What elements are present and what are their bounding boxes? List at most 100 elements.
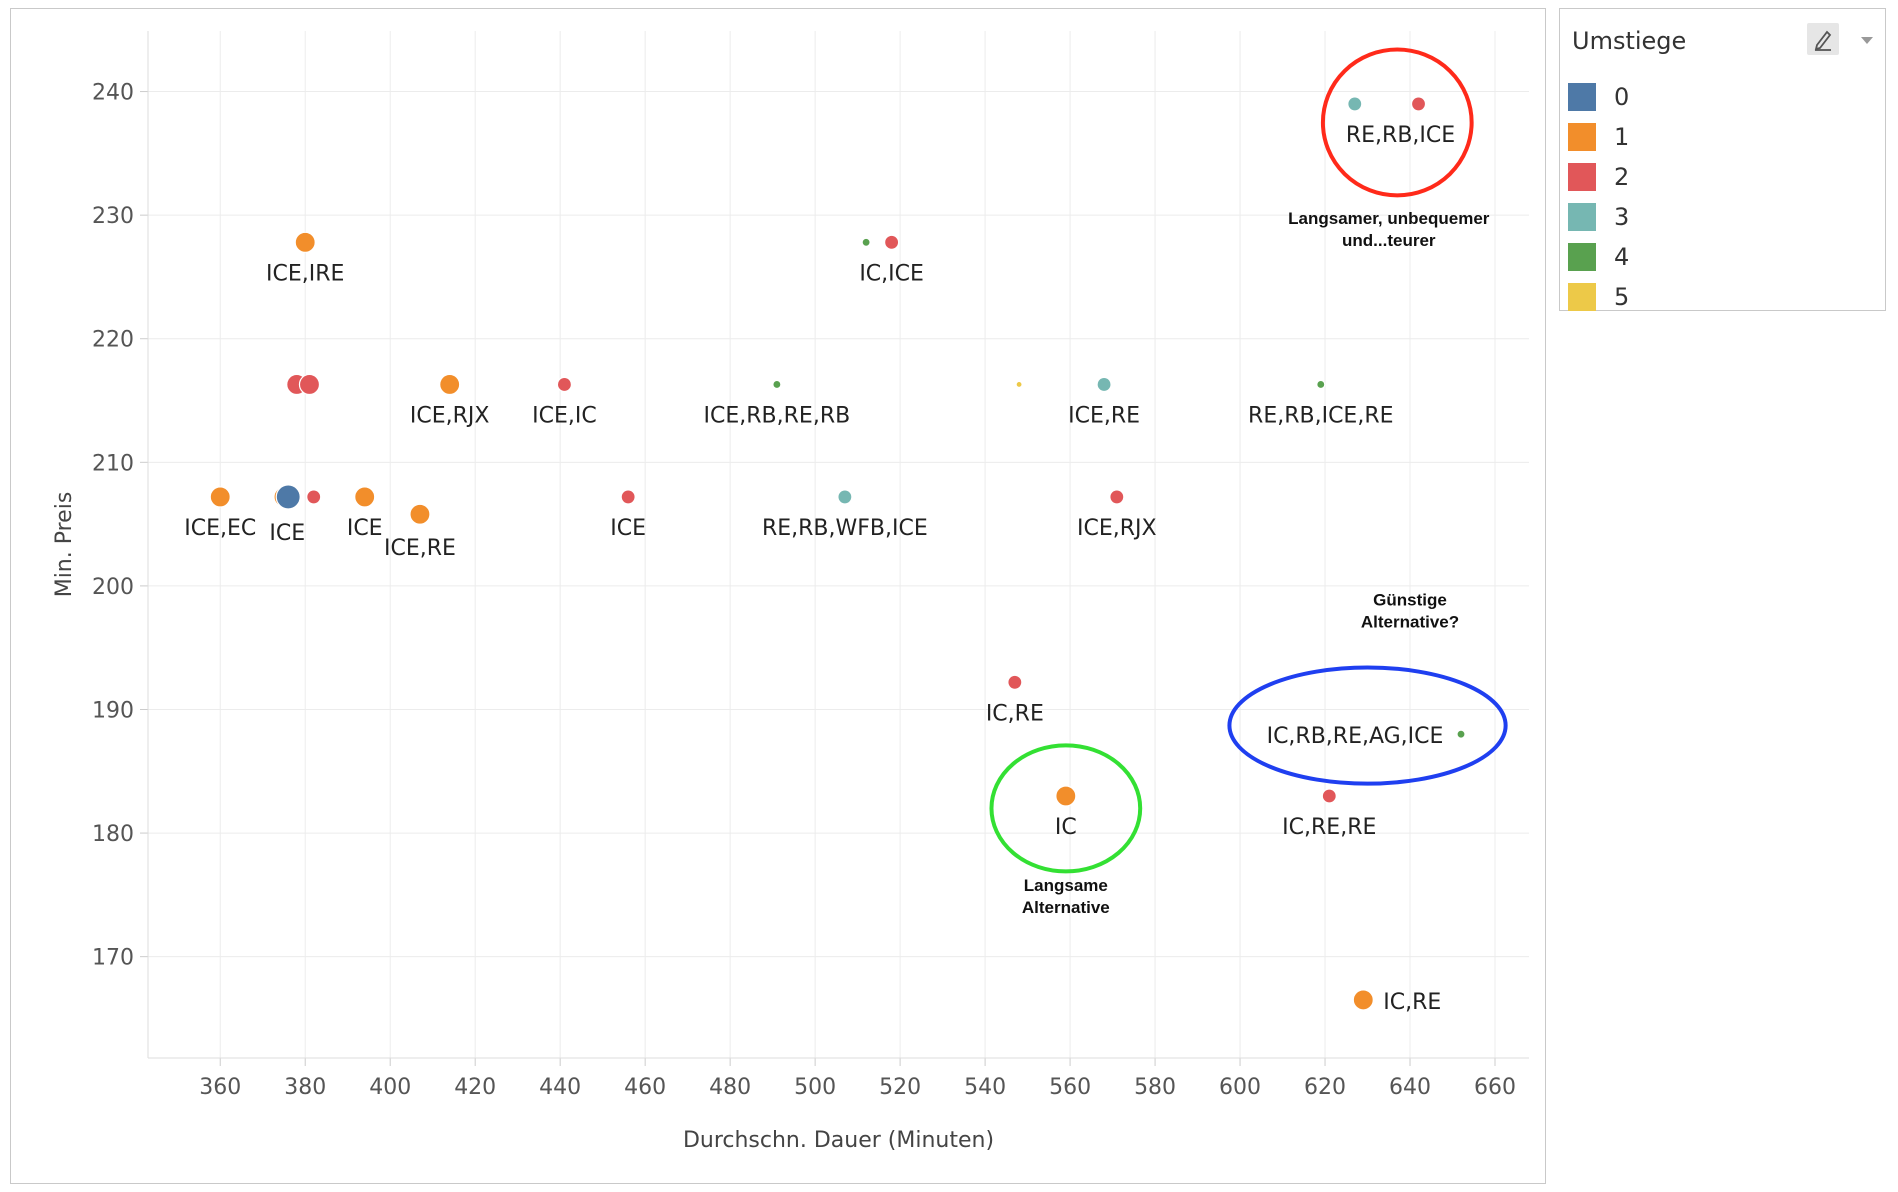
point-label: ICE — [347, 516, 383, 541]
data-point[interactable] — [1456, 729, 1466, 739]
x-tick-label: 360 — [199, 1075, 241, 1100]
data-point[interactable] — [1007, 674, 1023, 690]
legend-swatch — [1568, 83, 1596, 111]
x-tick-label: 580 — [1134, 1075, 1176, 1100]
point-label: RE,RB,WFB,ICE — [762, 516, 928, 541]
data-point[interactable] — [1321, 788, 1337, 804]
data-point[interactable] — [1316, 379, 1326, 390]
x-tick-label: 600 — [1219, 1075, 1261, 1100]
data-point[interactable] — [861, 237, 871, 247]
x-tick-label: 640 — [1389, 1075, 1431, 1100]
legend-swatch — [1568, 163, 1596, 191]
point-label: IC,ICE — [859, 261, 924, 286]
legend-item-0[interactable]: 0 — [1568, 80, 1868, 112]
legend-item-5[interactable]: 5 — [1568, 280, 1868, 312]
point-label: IC,RE — [986, 701, 1044, 726]
x-tick-label: 440 — [539, 1075, 581, 1100]
point-label: IC,RE,RE — [1282, 815, 1376, 840]
point-label: IC,RE — [1383, 990, 1441, 1015]
y-tick-label: 210 — [92, 451, 134, 476]
legend-label: 5 — [1614, 283, 1630, 311]
annotation-text: Langsamer, unbequemer — [1288, 209, 1490, 228]
point-label: IC — [1055, 815, 1077, 840]
x-tick-label: 400 — [369, 1075, 411, 1100]
y-tick-label: 220 — [92, 328, 134, 353]
data-point[interactable] — [556, 376, 573, 393]
annotation-ellipse — [1320, 47, 1474, 198]
data-point[interactable] — [1015, 380, 1023, 389]
x-tick-label: 500 — [794, 1075, 836, 1100]
point-label: ICE — [269, 521, 305, 546]
legend-label: 3 — [1614, 203, 1630, 231]
data-point[interactable] — [884, 234, 900, 250]
x-tick-label: 420 — [454, 1075, 496, 1100]
legend-item-2[interactable]: 2 — [1568, 160, 1868, 192]
legend-swatch — [1568, 203, 1596, 231]
x-tick-label: 380 — [284, 1075, 326, 1100]
data-point[interactable] — [209, 486, 231, 508]
data-point[interactable] — [1096, 376, 1112, 393]
data-point[interactable] — [1055, 785, 1077, 807]
data-point[interactable] — [1352, 989, 1374, 1011]
legend-label: 0 — [1614, 83, 1630, 111]
point-label: ICE,IRE — [266, 261, 344, 286]
y-tick-label: 230 — [92, 204, 134, 229]
x-tick-label: 460 — [624, 1075, 666, 1100]
y-tick-label: 200 — [92, 575, 134, 600]
data-point[interactable] — [1347, 96, 1363, 112]
annotation-ellipse — [1227, 665, 1508, 786]
point-label: ICE,IC — [532, 403, 597, 428]
data-point[interactable] — [306, 489, 322, 505]
annotation-text: Günstige — [1373, 591, 1447, 610]
axes: 360 380 400 420 440 460 480 500 520 540 560 580 600 6… — [92, 31, 1529, 1100]
x-axis-title: Durchschn. Dauer (Minuten) — [683, 1128, 994, 1153]
annotation-text: und...teurer — [1342, 231, 1436, 250]
x-tick-label: 660 — [1474, 1075, 1516, 1100]
pencil-icon — [1814, 30, 1832, 51]
data-point[interactable] — [409, 503, 431, 525]
legend-item-4[interactable]: 4 — [1568, 240, 1868, 272]
data-point[interactable] — [837, 489, 853, 505]
point-label: RE,RB,ICE — [1346, 123, 1455, 148]
annotation-text: Alternative — [1022, 898, 1110, 917]
point-label: ICE,RE — [384, 536, 456, 561]
legend-item-3[interactable]: 3 — [1568, 200, 1868, 232]
legend-title: Umstiege — [1572, 27, 1687, 55]
scatter-plot[interactable]: 360 380 400 420 440 460 480 500 520 540 560 580 600 6… — [11, 9, 1547, 1185]
data-points — [209, 96, 1466, 1011]
annotation-text: Alternative? — [1361, 613, 1459, 632]
x-tick-label: 480 — [709, 1075, 751, 1100]
chevron-down-icon[interactable] — [1861, 37, 1873, 44]
data-point[interactable] — [298, 373, 321, 396]
x-tick-label: 520 — [879, 1075, 921, 1100]
x-tick-label: 560 — [1049, 1075, 1091, 1100]
data-point[interactable] — [620, 489, 636, 505]
point-label: ICE,RJX — [1077, 516, 1157, 541]
point-label: ICE,RJX — [410, 403, 490, 428]
point-label: ICE — [610, 516, 646, 541]
point-label: ICE,RE — [1068, 403, 1140, 428]
x-tick-label: 620 — [1304, 1075, 1346, 1100]
y-tick-label: 170 — [92, 946, 134, 971]
data-point[interactable] — [439, 373, 461, 396]
legend-label: 4 — [1614, 243, 1630, 271]
legend-edit-button[interactable] — [1807, 23, 1839, 55]
y-tick-label: 180 — [92, 822, 134, 847]
legend-label: 2 — [1614, 163, 1630, 191]
y-axis-title: Min. Preis — [52, 492, 77, 598]
y-tick-label: 190 — [92, 698, 134, 723]
annotation-text: Langsame — [1024, 876, 1108, 895]
data-point[interactable] — [294, 231, 316, 253]
point-label: IC,RB,RE,AG,ICE — [1267, 724, 1444, 749]
data-point[interactable] — [275, 484, 301, 510]
legend-label: 1 — [1614, 123, 1630, 151]
data-point[interactable] — [354, 486, 376, 508]
legend-item-1[interactable]: 1 — [1568, 120, 1868, 152]
legend-panel: Umstiege 0 1 2 3 4 5 — [1559, 8, 1886, 311]
grid-lines — [148, 31, 1529, 1058]
legend-swatch — [1568, 283, 1596, 311]
data-point[interactable] — [1410, 96, 1427, 112]
legend-swatch — [1568, 243, 1596, 271]
data-point[interactable] — [772, 379, 782, 390]
data-point[interactable] — [1109, 489, 1125, 505]
